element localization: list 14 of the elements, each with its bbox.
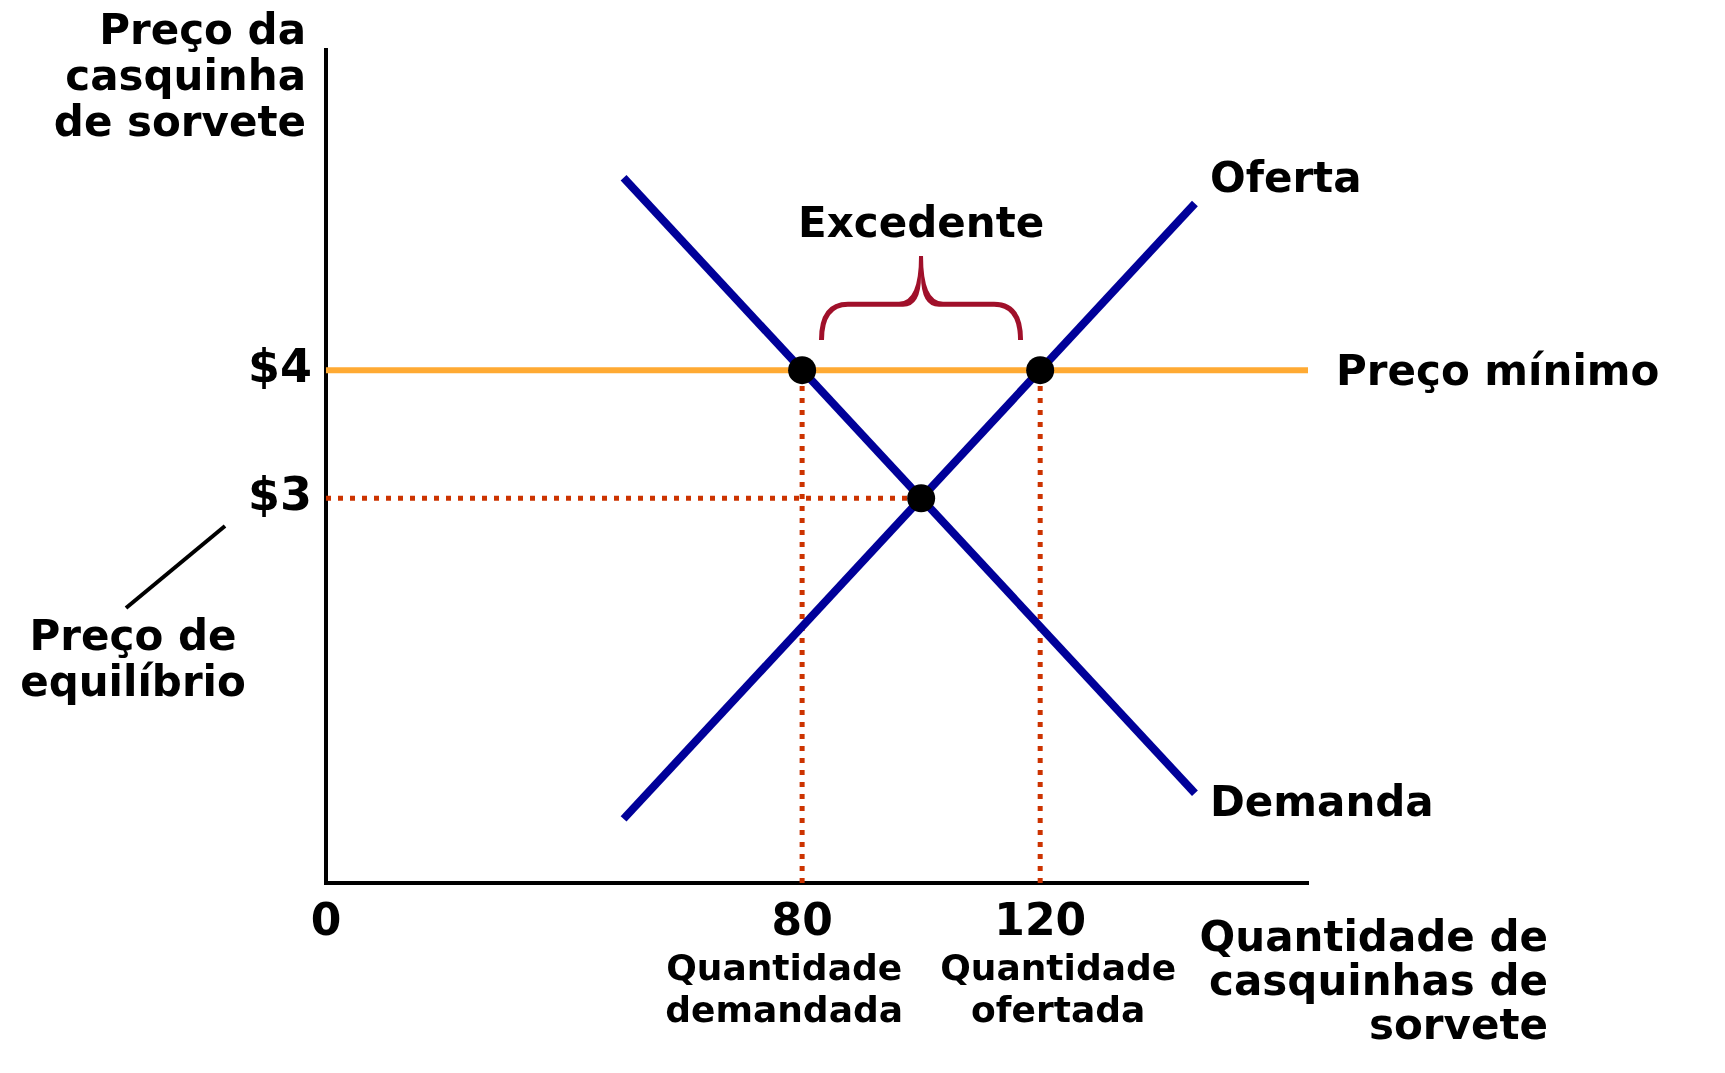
annotation: Excedente [798, 198, 1045, 248]
y-tick-label: $3 [247, 467, 312, 522]
x-axis-title: Quantidade de casquinhas de sorvete [1199, 911, 1548, 1049]
y-axis-title: Preço da casquinha de sorvete [53, 4, 306, 146]
series-label: Oferta [1209, 153, 1362, 203]
text: Quantidade ofertada [940, 947, 1177, 1031]
x-tick-label: 0 [310, 893, 342, 945]
text: Preço de equilíbrio [20, 610, 246, 706]
text: Quantidade demandada [665, 947, 903, 1031]
x-tick-label: 120 [994, 893, 1087, 945]
ref-line-label: Preço mínimo [1336, 346, 1660, 396]
y-tick-label: $4 [247, 339, 312, 394]
x-tick-label: 80 [771, 893, 833, 945]
series-label: Demanda [1209, 777, 1434, 827]
